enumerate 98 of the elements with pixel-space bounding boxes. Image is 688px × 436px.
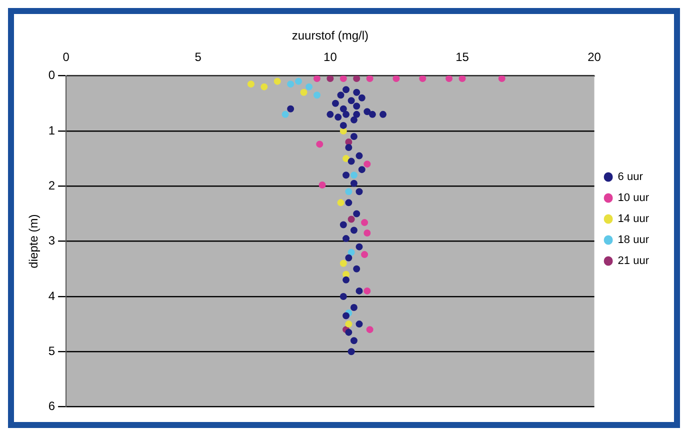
point — [350, 180, 358, 187]
point — [345, 320, 352, 328]
point — [342, 110, 350, 118]
point — [345, 188, 352, 196]
point — [356, 287, 363, 294]
y-tick-label: 1 — [48, 123, 56, 138]
point — [345, 144, 352, 152]
point — [361, 251, 368, 258]
point — [340, 292, 347, 300]
point — [340, 122, 347, 129]
point — [300, 88, 308, 96]
y-tick-label: 4 — [48, 288, 56, 303]
point — [342, 86, 350, 94]
point — [356, 188, 363, 196]
point — [342, 235, 350, 242]
point — [342, 312, 350, 320]
point — [350, 172, 358, 179]
point — [368, 110, 376, 118]
point — [345, 328, 352, 336]
point — [353, 76, 360, 82]
point — [318, 182, 326, 189]
point — [337, 92, 344, 99]
point — [366, 76, 374, 82]
point — [295, 78, 302, 85]
point — [350, 226, 358, 234]
y-tick-label: 5 — [48, 344, 56, 358]
legend-label: 18 uur — [618, 234, 650, 246]
point — [340, 221, 347, 228]
y-tick-label: 6 — [48, 399, 56, 414]
point — [345, 199, 352, 206]
x-tick-label: 15 — [456, 50, 470, 64]
x-axis-title: zuurstof (mg/l) — [292, 28, 369, 43]
point — [364, 230, 371, 237]
point — [326, 76, 334, 82]
point — [353, 102, 360, 110]
x-tick-label: 0 — [62, 50, 70, 64]
point — [326, 110, 334, 118]
point — [419, 76, 426, 82]
point — [306, 83, 313, 90]
point — [342, 155, 350, 162]
x-tick-label: 5 — [194, 50, 202, 64]
point — [316, 140, 324, 148]
point — [345, 254, 352, 262]
point — [342, 172, 350, 179]
point — [364, 287, 371, 294]
point — [353, 88, 360, 96]
point — [348, 158, 355, 165]
point — [340, 260, 347, 267]
point — [498, 76, 506, 82]
point — [348, 216, 355, 223]
y-tick-label: 2 — [48, 178, 56, 192]
point — [358, 94, 366, 102]
point — [358, 166, 366, 174]
y-tick-label: 0 — [48, 68, 56, 82]
point — [260, 83, 268, 90]
x-tick-label: 20 — [588, 50, 602, 64]
point — [287, 105, 294, 112]
point — [342, 276, 350, 284]
point — [332, 100, 339, 107]
point — [353, 210, 360, 218]
point — [350, 337, 358, 344]
x-tick-label: 10 — [324, 50, 338, 64]
legend-label: 6 uur — [618, 171, 644, 184]
point — [364, 108, 371, 116]
point — [446, 76, 453, 82]
point — [334, 114, 342, 121]
point — [287, 80, 294, 88]
point — [366, 326, 374, 334]
point — [353, 110, 360, 118]
point — [350, 116, 358, 124]
point — [313, 92, 320, 99]
point — [361, 219, 368, 226]
point — [348, 97, 355, 104]
point — [392, 76, 400, 82]
point — [274, 78, 281, 85]
point — [458, 76, 466, 82]
point — [348, 348, 355, 356]
legend-label: 14 uur — [618, 213, 650, 226]
point — [356, 243, 363, 250]
point — [350, 132, 358, 140]
point — [340, 105, 347, 112]
legend-label: 21 uur — [618, 255, 650, 268]
point — [342, 270, 350, 278]
point — [364, 160, 371, 168]
point — [282, 110, 289, 118]
y-tick-label: 3 — [48, 234, 56, 248]
point — [350, 304, 358, 311]
point — [353, 265, 360, 272]
point — [380, 110, 387, 118]
point — [348, 248, 355, 256]
point — [356, 320, 363, 328]
point — [313, 76, 320, 82]
point — [337, 199, 344, 206]
point — [356, 152, 363, 160]
point — [340, 76, 347, 82]
point — [247, 80, 254, 88]
y-axis-title: diepte (m) — [26, 214, 41, 268]
legend-label: 10 uur — [618, 192, 650, 204]
